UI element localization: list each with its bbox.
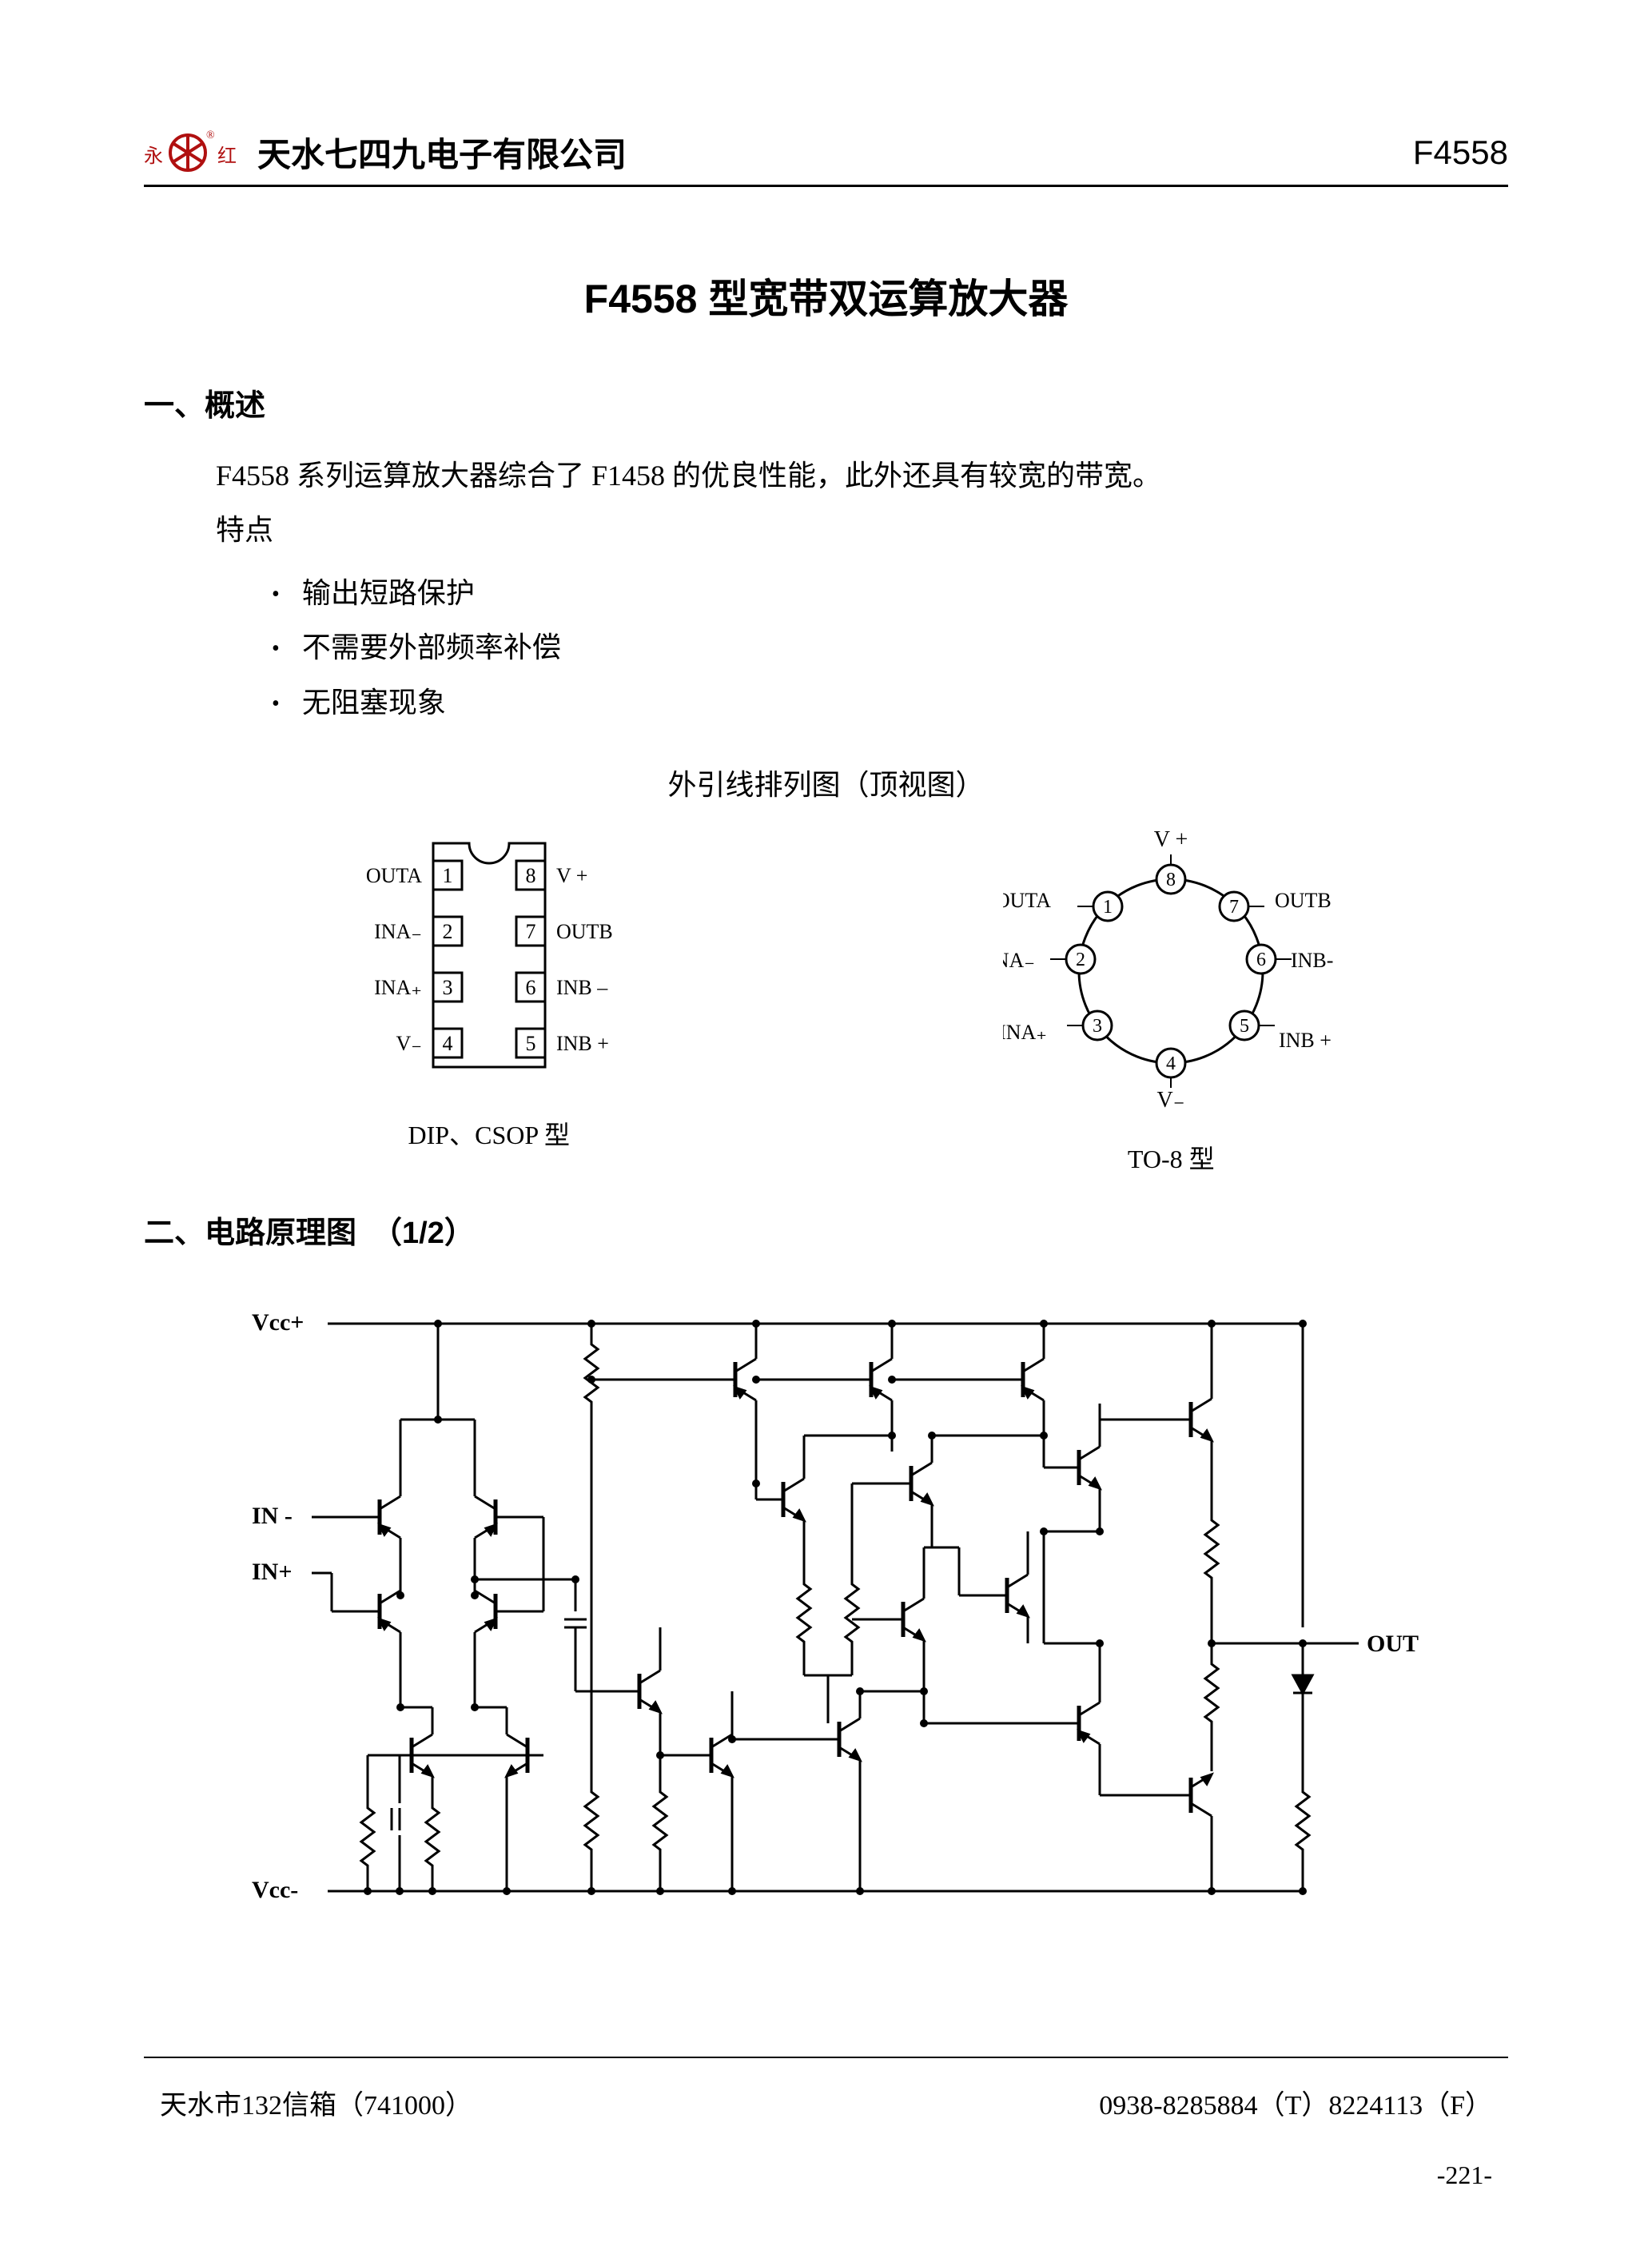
to8-svg: V + 1 2 3 4 5 6 7 8 OUTA INA₋ INA₊ INB + INB- OUTB V₋ (1003, 827, 1339, 1115)
footer-phone: 0938-8285884（T）8224113（F） (1099, 2083, 1492, 2122)
svg-text:OUTA: OUTA (1003, 889, 1051, 912)
svg-text:INB +: INB + (1279, 1029, 1332, 1052)
svg-text:INB +: INB + (556, 1032, 609, 1055)
schematic-diagram: Vcc+ Vcc- IN - IN+ OUT (208, 1276, 1508, 1935)
logo-right-char: 红 (217, 145, 237, 167)
section1-intro: F4558 系列运算放大器综合了 F1458 的优良性能，此外还具有较宽的带宽。 (216, 448, 1508, 503)
pinout-diagrams: 1OUTA2INA₋3INA₊4V₋8V +7OUTB6INB –5INB + … (144, 827, 1508, 1176)
svg-text:V +: V + (556, 864, 587, 887)
dip-svg: 1 OUTA 2 INA₋ 3 INA₊ 4 V₋ 8 V + 7 OUTB 6 INB – 5 INB + (313, 827, 665, 1091)
page-title: F4558 型宽带双运算放大器 (144, 267, 1508, 325)
schematic-svg: Vcc+ Vcc- IN - IN+ OUT (208, 1276, 1423, 1931)
svg-text:OUTB: OUTB (1275, 889, 1332, 912)
svg-text:4: 4 (442, 1032, 452, 1055)
pinout-caption: 外引线排列图（顶视图） (144, 762, 1508, 803)
svg-text:7: 7 (1229, 897, 1239, 918)
dip-diagram: 1OUTA2INA₋3INA₊4V₋8V +7OUTB6INB –5INB + … (313, 827, 665, 1152)
footer-rule (144, 2057, 1508, 2058)
header-left: 永 ® 红 天水七四九电子有限公司 (144, 128, 627, 177)
to8-top-label: V + (1154, 827, 1188, 852)
svg-text:INA₊: INA₊ (374, 976, 422, 999)
svg-text:8: 8 (525, 864, 535, 887)
dip-caption: DIP、CSOP 型 (408, 1115, 570, 1152)
vcc-plus-label: Vcc+ (252, 1309, 304, 1336)
feature-item: 输出短路保护 (272, 566, 1508, 620)
svg-text:INA₋: INA₋ (374, 920, 422, 943)
svg-text:3: 3 (442, 976, 452, 999)
svg-text:INA₊: INA₊ (1003, 1021, 1047, 1044)
svg-text:5: 5 (1240, 1016, 1249, 1037)
svg-text:INB –: INB – (556, 976, 608, 999)
features-label: 特点 (216, 503, 1508, 557)
page-number: -221- (1437, 2160, 1492, 2190)
out-label: OUT (1367, 1631, 1419, 1657)
company-name: 天水七四九电子有限公司 (257, 128, 627, 177)
svg-text:6: 6 (1256, 950, 1266, 970)
svg-text:1: 1 (442, 864, 452, 887)
section1-heading: 一、概述 (144, 380, 1508, 424)
page-header: 永 ® 红 天水七四九电子有限公司 F4558 (144, 128, 1508, 187)
svg-text:7: 7 (525, 920, 535, 943)
to8-bottom-label: V₋ (1157, 1088, 1185, 1113)
trademark-icon: ® (206, 129, 215, 141)
svg-text:2: 2 (442, 920, 452, 943)
feature-item: 无阻塞现象 (272, 675, 1508, 730)
svg-text:INA₋: INA₋ (1003, 949, 1035, 972)
svg-text:1: 1 (1103, 897, 1113, 918)
svg-text:V₋: V₋ (396, 1032, 422, 1055)
feature-item: 不需要外部频率补偿 (272, 620, 1508, 675)
in-plus-label: IN+ (252, 1559, 292, 1585)
in-minus-label: IN - (252, 1503, 293, 1529)
svg-text:5: 5 (525, 1032, 535, 1055)
logo-left-char: 永 (144, 145, 163, 167)
feature-list: 输出短路保护 不需要外部频率补偿 无阻塞现象 (272, 566, 1508, 730)
product-code: F4558 (1413, 133, 1508, 172)
vcc-minus-label: Vcc- (252, 1877, 298, 1903)
svg-text:6: 6 (525, 976, 535, 999)
svg-text:OUTB: OUTB (556, 920, 613, 943)
svg-text:INB-: INB- (1291, 949, 1333, 972)
to8-caption: TO-8 型 (1128, 1139, 1215, 1176)
svg-text:2: 2 (1076, 950, 1085, 970)
svg-text:8: 8 (1166, 870, 1176, 890)
company-logo: 永 ® 红 (144, 129, 248, 177)
svg-text:OUTA: OUTA (366, 864, 422, 887)
footer-address: 天水市132信箱（741000） (160, 2083, 472, 2122)
to8-diagram: V + 1 2 3 4 5 6 7 8 OUTA INA₋ INA₊ INB + INB- OUTB V₋… (1003, 827, 1339, 1176)
section2-heading: 二、电路原理图 （1/2） (144, 1208, 1508, 1252)
svg-text:3: 3 (1093, 1016, 1102, 1037)
svg-text:4: 4 (1166, 1053, 1176, 1074)
footer-row: 天水市132信箱（741000） 0938-8285884（T）8224113（… (160, 2083, 1492, 2122)
